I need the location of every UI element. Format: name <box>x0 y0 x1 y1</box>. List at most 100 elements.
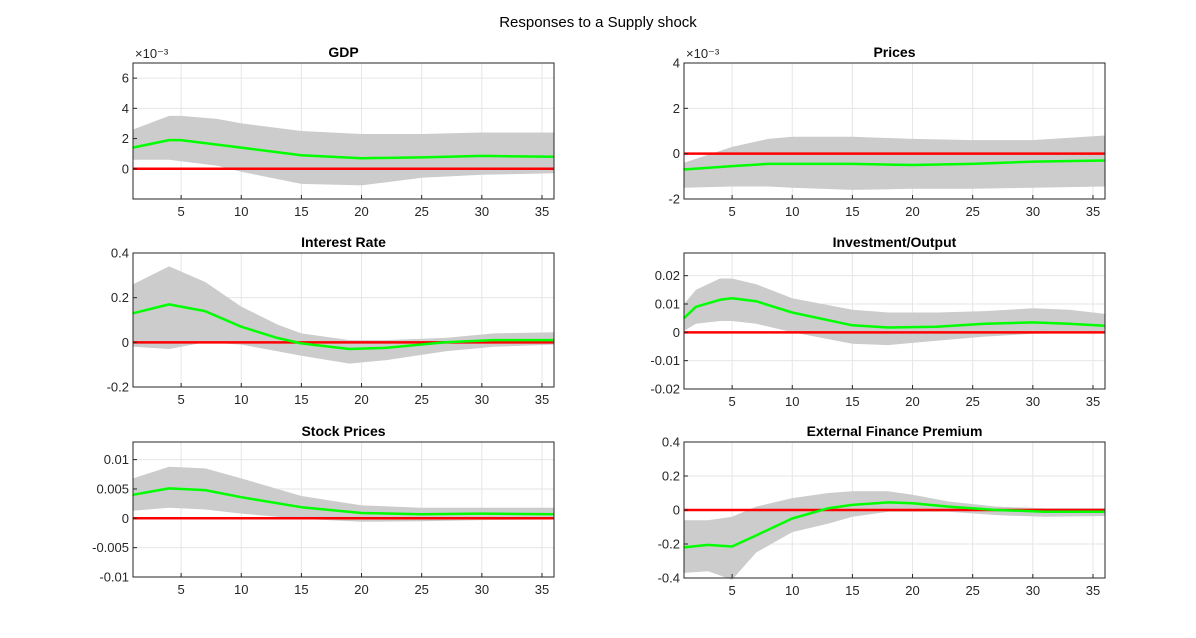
y-tick-label: 0.4 <box>662 435 680 450</box>
confidence-band <box>684 278 1105 346</box>
x-tick-label: 35 <box>535 582 549 597</box>
panel-external-finance-premium: 5 10 15 20 25 30 35 -0.4 -0.2 0 0.2 0.4 External Fin… <box>658 423 1106 598</box>
y-tick-label: 0 <box>673 325 680 340</box>
panel-interest-rate: 5 10 15 20 25 30 35 -0.2 0 0.2 0.4 Interest Rate <box>107 234 555 407</box>
x-tick-label: 35 <box>535 204 549 219</box>
y-tick-label: 2 <box>673 101 680 116</box>
median-response-line <box>683 297 1106 329</box>
confidence-band <box>684 491 1105 580</box>
x-tick-label: 5 <box>728 204 735 219</box>
median-response-line <box>132 487 555 516</box>
x-tick-label: 15 <box>294 392 308 407</box>
x-tick-label: 10 <box>234 392 248 407</box>
x-tick-label: 20 <box>354 582 368 597</box>
panel-prices: 5 10 15 20 25 30 35 -2 0 2 4 ×10⁻³ Prices <box>668 44 1106 219</box>
panel-title-external-finance-premium: External Finance Premium <box>807 423 983 439</box>
panel-title-prices: Prices <box>873 44 915 60</box>
x-tick-label: 30 <box>1026 583 1040 598</box>
x-tick-label: 25 <box>965 204 979 219</box>
figure-title: Responses to a Supply shock <box>499 14 697 31</box>
x-tick-label: 35 <box>1086 394 1100 409</box>
panel-title-investment-output: Investment/Output <box>833 234 957 250</box>
x-tick-label: 5 <box>177 392 184 407</box>
x-tick-label: 10 <box>234 204 248 219</box>
x-tick-label: 25 <box>414 582 428 597</box>
y-tick-label: -2 <box>668 192 680 207</box>
y-tick-label: 0.2 <box>111 290 129 305</box>
y-tick-label: 4 <box>122 101 129 116</box>
confidence-band <box>133 266 554 364</box>
x-tick-label: 30 <box>475 204 489 219</box>
y-tick-label: -0.005 <box>92 540 129 555</box>
y-tick-label: 0.01 <box>104 452 129 467</box>
y-tick-label: 6 <box>122 71 129 86</box>
x-tick-label: 5 <box>728 583 735 598</box>
x-tick-label: 25 <box>965 394 979 409</box>
x-tick-label: 10 <box>785 583 799 598</box>
x-tick-label: 5 <box>177 204 184 219</box>
y-tick-label: 0.01 <box>655 297 680 312</box>
x-tick-label: 10 <box>234 582 248 597</box>
y-tick-label: 0.02 <box>655 268 680 283</box>
panel-stock-prices: 5 10 15 20 25 30 35 -0.01 -0.005 0 0.005 0.01 Stock … <box>92 423 555 597</box>
y-tick-label: 0 <box>673 146 680 161</box>
y-tick-label: -0.2 <box>658 537 680 552</box>
x-tick-label: 20 <box>905 204 919 219</box>
x-tick-label: 20 <box>354 392 368 407</box>
median-response-line <box>683 159 1106 171</box>
y-tick-label: 0.4 <box>111 246 129 261</box>
panel-title-stock-prices: Stock Prices <box>301 423 385 439</box>
x-tick-label: 25 <box>965 583 979 598</box>
axes-box <box>132 441 555 578</box>
y-tick-label: -0.02 <box>650 382 680 397</box>
x-tick-label: 10 <box>785 394 799 409</box>
y-tick-label: -0.01 <box>650 353 680 368</box>
panel-investment-output: 5 10 15 20 25 30 35 -0.02 -0.01 0 0.01 0.02 Investme… <box>650 234 1106 409</box>
panel-title-gdp: GDP <box>328 44 358 60</box>
x-tick-label: 30 <box>475 582 489 597</box>
x-tick-label: 15 <box>294 204 308 219</box>
y-tick-label: 4 <box>673 56 680 71</box>
y-tick-label: 0 <box>673 503 680 518</box>
x-tick-label: 30 <box>475 392 489 407</box>
y-tick-label: 0 <box>122 335 129 350</box>
x-tick-label: 20 <box>905 394 919 409</box>
y-tick-label: -0.2 <box>107 380 129 395</box>
panel-gdp: 5 10 15 20 25 30 35 0 2 4 6 ×10⁻³ GDP <box>122 44 555 219</box>
axis-exponent-label: ×10⁻³ <box>686 46 720 61</box>
x-tick-label: 35 <box>535 392 549 407</box>
x-tick-label: 25 <box>414 392 428 407</box>
axes-box <box>683 62 1106 200</box>
panel-title-interest-rate: Interest Rate <box>301 234 386 250</box>
confidence-band <box>133 466 554 522</box>
x-tick-label: 35 <box>1086 204 1100 219</box>
axis-exponent-label: ×10⁻³ <box>135 46 169 61</box>
confidence-band <box>133 115 554 186</box>
axes-box <box>683 252 1106 390</box>
y-tick-label: 0.005 <box>96 481 129 496</box>
axes-box <box>132 62 555 200</box>
x-tick-label: 15 <box>294 582 308 597</box>
y-tick-label: -0.01 <box>99 570 129 585</box>
x-tick-label: 15 <box>845 204 859 219</box>
x-tick-label: 25 <box>414 204 428 219</box>
x-tick-label: 20 <box>354 204 368 219</box>
y-tick-label: 0 <box>122 161 129 176</box>
y-tick-label: 0.2 <box>662 469 680 484</box>
x-tick-label: 30 <box>1026 394 1040 409</box>
median-response-line <box>132 303 554 351</box>
y-tick-label: -0.4 <box>658 571 680 586</box>
x-tick-label: 10 <box>785 204 799 219</box>
confidence-band <box>684 135 1105 190</box>
y-tick-label: 0 <box>122 511 129 526</box>
axes-box <box>132 252 555 388</box>
x-tick-label: 20 <box>905 583 919 598</box>
x-tick-label: 15 <box>845 583 859 598</box>
x-tick-label: 5 <box>728 394 735 409</box>
median-response-line <box>683 501 1105 549</box>
x-tick-label: 15 <box>845 394 859 409</box>
median-response-line <box>132 138 555 160</box>
x-tick-label: 35 <box>1086 583 1100 598</box>
x-tick-label: 30 <box>1026 204 1040 219</box>
